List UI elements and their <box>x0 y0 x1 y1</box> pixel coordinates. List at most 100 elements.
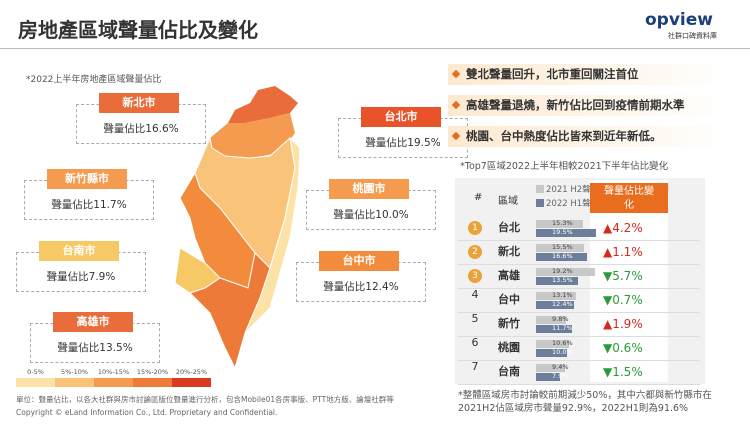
change: ▲1.9% <box>603 317 643 331</box>
legend-h2 <box>536 185 544 193</box>
bar <box>536 373 561 381</box>
region-share: 聲量佔比19.5% <box>365 137 441 149</box>
map-north <box>228 86 298 123</box>
bar-label: 16.6% <box>552 252 573 260</box>
copyright: Copyright © eLand Information Co., Ltd. … <box>16 408 278 417</box>
table-row: 7 台南 9.4% 7.9% ▼1.5% <box>458 360 700 385</box>
legend-swatch <box>133 378 172 387</box>
legend-label: 20%-25% <box>175 368 208 376</box>
table-row: 3 高雄 19.2% 13.5% ▼5.7% <box>458 264 700 289</box>
region: 台北 <box>498 221 520 234</box>
legend-swatch <box>55 378 94 387</box>
bullet: 雙北聲量回升，北市重回關注首位 <box>448 64 730 85</box>
bar <box>536 220 584 228</box>
bar-label: 13.5% <box>552 276 573 284</box>
region: 台南 <box>498 365 520 378</box>
callout: 新竹縣市 聲量佔比11.7% <box>24 169 154 220</box>
callout: 台北市聲量佔比19.5% <box>338 107 468 158</box>
region-name: 台南市 <box>39 241 119 261</box>
header-h1: 2022 H1聲量佔比 <box>546 199 617 209</box>
region-share: 聲量佔比13.5% <box>57 342 133 354</box>
bar <box>536 292 577 300</box>
map-kaohsiung <box>189 251 271 370</box>
footnote: *整體區域房市討論較前期減少50%，其中六都與新竹縣市在2021H2佔區域房市聲… <box>458 390 712 414</box>
bar <box>536 349 567 357</box>
region: 台中 <box>498 293 520 306</box>
region-name: 高雄市 <box>53 312 133 332</box>
change: ▼0.6% <box>603 341 643 355</box>
table-row: 4 台中 13.1% 12.4% ▼0.7% <box>458 288 700 313</box>
callout: 台中市聲量佔比12.4% <box>296 251 426 302</box>
rank: 3 <box>468 269 482 283</box>
change: ▼5.7% <box>603 269 643 283</box>
rank: 1 <box>468 221 482 235</box>
legend-swatch <box>172 378 211 387</box>
map-taoyuan <box>210 113 295 158</box>
rank: 6 <box>471 336 479 349</box>
bar <box>536 340 569 348</box>
legend-label: 5%-10% <box>60 368 89 376</box>
bullet: 桃園、台中熱度佔比皆來到近年新低。 <box>448 126 730 147</box>
header-rank: # <box>474 192 483 203</box>
rank: 5 <box>471 312 479 325</box>
bar-label: 7.9% <box>552 372 569 380</box>
bar <box>536 268 596 276</box>
table-row: 6 桃園 10.6% 10.0% ▼0.6% <box>458 336 700 361</box>
callout: 高雄市聲量佔比13.5% <box>30 312 160 363</box>
region-name: 新北市 <box>99 93 179 113</box>
map-caption: *2022上半年房地產區域聲量佔比 <box>26 75 162 85</box>
table-row: 1 台北 15.3% 19.5% ▲4.2% <box>458 216 700 241</box>
bar-label: 12.4% <box>552 300 573 308</box>
change: ▲4.2% <box>603 221 643 235</box>
legend-swatch <box>16 378 55 387</box>
bar <box>536 244 584 252</box>
bar <box>536 316 567 324</box>
logo: opview <box>645 10 713 30</box>
bar-label: 19.5% <box>552 228 573 236</box>
region: 新竹 <box>498 317 520 330</box>
header-region: 區域 <box>498 196 518 207</box>
table-row: 5 新竹 9.8% 11.7% ▲1.9% <box>458 312 700 337</box>
change: ▲1.1% <box>603 245 643 259</box>
map <box>174 86 301 370</box>
region-name: 桃園市 <box>329 179 409 199</box>
region-share: 聲量佔比10.0% <box>333 209 409 221</box>
region-share: 聲量佔比12.4% <box>323 281 399 293</box>
change-col <box>590 180 668 382</box>
rank: 7 <box>471 360 479 373</box>
region-name: 台北市 <box>361 107 441 127</box>
bar <box>536 301 575 309</box>
bar-label: 10.0% <box>552 348 573 356</box>
region: 桃園 <box>498 341 520 354</box>
change: ▼0.7% <box>603 293 643 307</box>
bar-label: 15.5% <box>552 243 573 251</box>
legend-label: 0-5% <box>27 368 44 376</box>
legend-label: 15%-20% <box>136 368 169 376</box>
logo-sub: 社群口碑資料庫 <box>668 32 717 40</box>
bar <box>536 364 565 372</box>
bar <box>536 253 588 261</box>
callout: 台南市 聲量佔比7.9% <box>16 241 146 292</box>
region-name: 台中市 <box>319 251 399 271</box>
bar-label: 11.7% <box>552 324 573 332</box>
bullet: 高雄聲量退燒，新竹佔比回到疫情前期水準 <box>448 95 730 116</box>
table-row: 2 新北 15.5% 16.6% ▲1.1% <box>458 240 700 265</box>
rank: 2 <box>468 245 482 259</box>
region-share: 聲量佔比11.7% <box>51 199 127 211</box>
bar-label: 19.2% <box>552 267 573 275</box>
bar <box>536 277 578 285</box>
region: 新北 <box>498 245 520 258</box>
region: 高雄 <box>498 269 520 282</box>
legend-label: 10%-15% <box>97 368 130 376</box>
region-share: 聲量佔比16.6% <box>103 123 179 135</box>
bar-label: 9.4% <box>552 363 569 371</box>
table-caption: *Top7區域2022上半年相較2021下半年佔比變化 <box>460 161 669 172</box>
bar <box>536 325 572 333</box>
bar <box>536 229 596 237</box>
map-east <box>244 136 301 334</box>
rank: 4 <box>471 288 479 301</box>
callout: 新北市聲量佔比16.6% <box>76 93 206 144</box>
divider <box>0 48 750 49</box>
bar-label: 15.3% <box>552 219 573 227</box>
